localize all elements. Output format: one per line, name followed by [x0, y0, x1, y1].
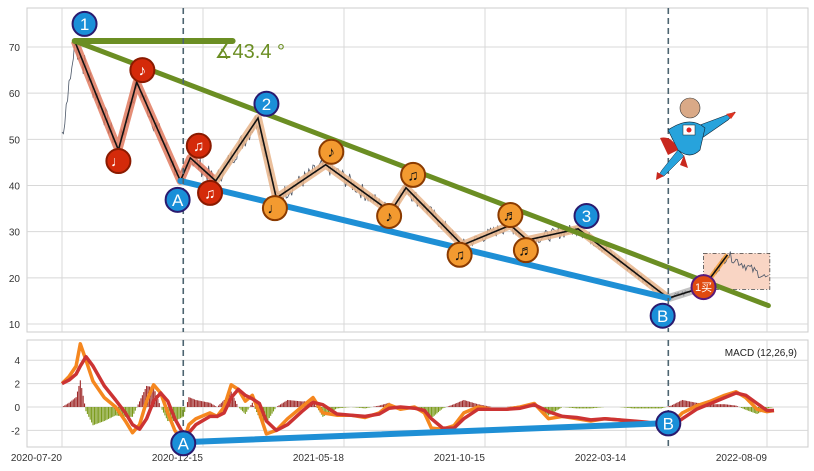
price-y-tick-label: 50	[9, 135, 21, 146]
marker-label: ♫	[407, 167, 418, 184]
macd-y-tick-label: 0	[14, 403, 20, 414]
marker-blue-circle	[71, 10, 98, 37]
marker-orange-circle	[261, 195, 288, 222]
marker-label: ♫	[204, 185, 215, 202]
marker-blue-circle	[164, 186, 191, 213]
x-tick-label: 2021-10-15	[434, 453, 486, 464]
x-tick-label: 2021-05-18	[293, 453, 345, 464]
x-tick-label: 2020-07-20	[11, 453, 63, 464]
lower-trendline	[177, 177, 672, 302]
price-y-tick-label: 70	[9, 43, 21, 54]
marker-orange-circle	[400, 161, 427, 188]
marker-label: ♪	[139, 62, 147, 79]
price-y-tick-label: 10	[9, 320, 21, 331]
marker-label: B	[663, 415, 674, 434]
macd-divergence-line	[183, 420, 665, 446]
marker-orange-circle	[446, 241, 473, 268]
marker-label: ♪	[328, 144, 336, 161]
marker-label: ♬	[503, 207, 518, 224]
marker-label: ♪	[385, 208, 393, 225]
marker-red-circle	[105, 148, 132, 175]
marker-buy-circle	[690, 274, 717, 301]
marker-label: B	[657, 307, 668, 326]
marker-label: ♬	[518, 243, 533, 260]
macd-legend: MACD (12,26,9)	[725, 348, 797, 359]
marker-blue-circle	[573, 202, 600, 229]
marker-label: 3	[582, 207, 591, 226]
x-tick-label: 2022-03-14	[575, 453, 627, 464]
marker-red-circle	[129, 57, 156, 84]
marker-red-circle	[185, 132, 212, 159]
x-tick-label: 2022-08-09	[716, 453, 768, 464]
marker-label: 1买	[695, 281, 712, 294]
marker-blue-circle	[253, 90, 280, 117]
marker-blue-circle	[170, 430, 197, 457]
price-y-tick-label: 20	[9, 274, 21, 285]
x-tick-label: 2020-12-15	[152, 453, 204, 464]
price-y-tick-label: 30	[9, 228, 21, 239]
marker-label: ♩	[111, 153, 126, 170]
superhero-mascot-icon	[656, 97, 736, 180]
marker-label: A	[178, 434, 190, 453]
marker-label: ♫	[193, 138, 204, 155]
marker-blue-circle	[655, 410, 682, 437]
angle-label: ∡43.4 °	[215, 41, 285, 63]
price-y-tick-label: 40	[9, 182, 21, 193]
marker-label: A	[172, 191, 184, 210]
marker-orange-circle	[318, 138, 345, 165]
macd-y-tick-label: 4	[14, 356, 20, 367]
marker-label: ♫	[454, 247, 465, 264]
marker-orange-circle	[497, 202, 524, 229]
macd-y-tick-label: 2	[14, 380, 20, 391]
marker-label: 2	[262, 95, 271, 114]
marker-orange-circle	[512, 237, 539, 264]
price-y-tick-label: 60	[9, 89, 21, 100]
marker-blue-circle	[649, 302, 676, 329]
marker-red-circle	[197, 179, 224, 206]
macd-y-tick-label: -2	[11, 426, 20, 437]
marker-label: 1	[80, 15, 89, 34]
marker-orange-circle	[376, 202, 403, 229]
marker-label: ♩	[267, 201, 282, 218]
